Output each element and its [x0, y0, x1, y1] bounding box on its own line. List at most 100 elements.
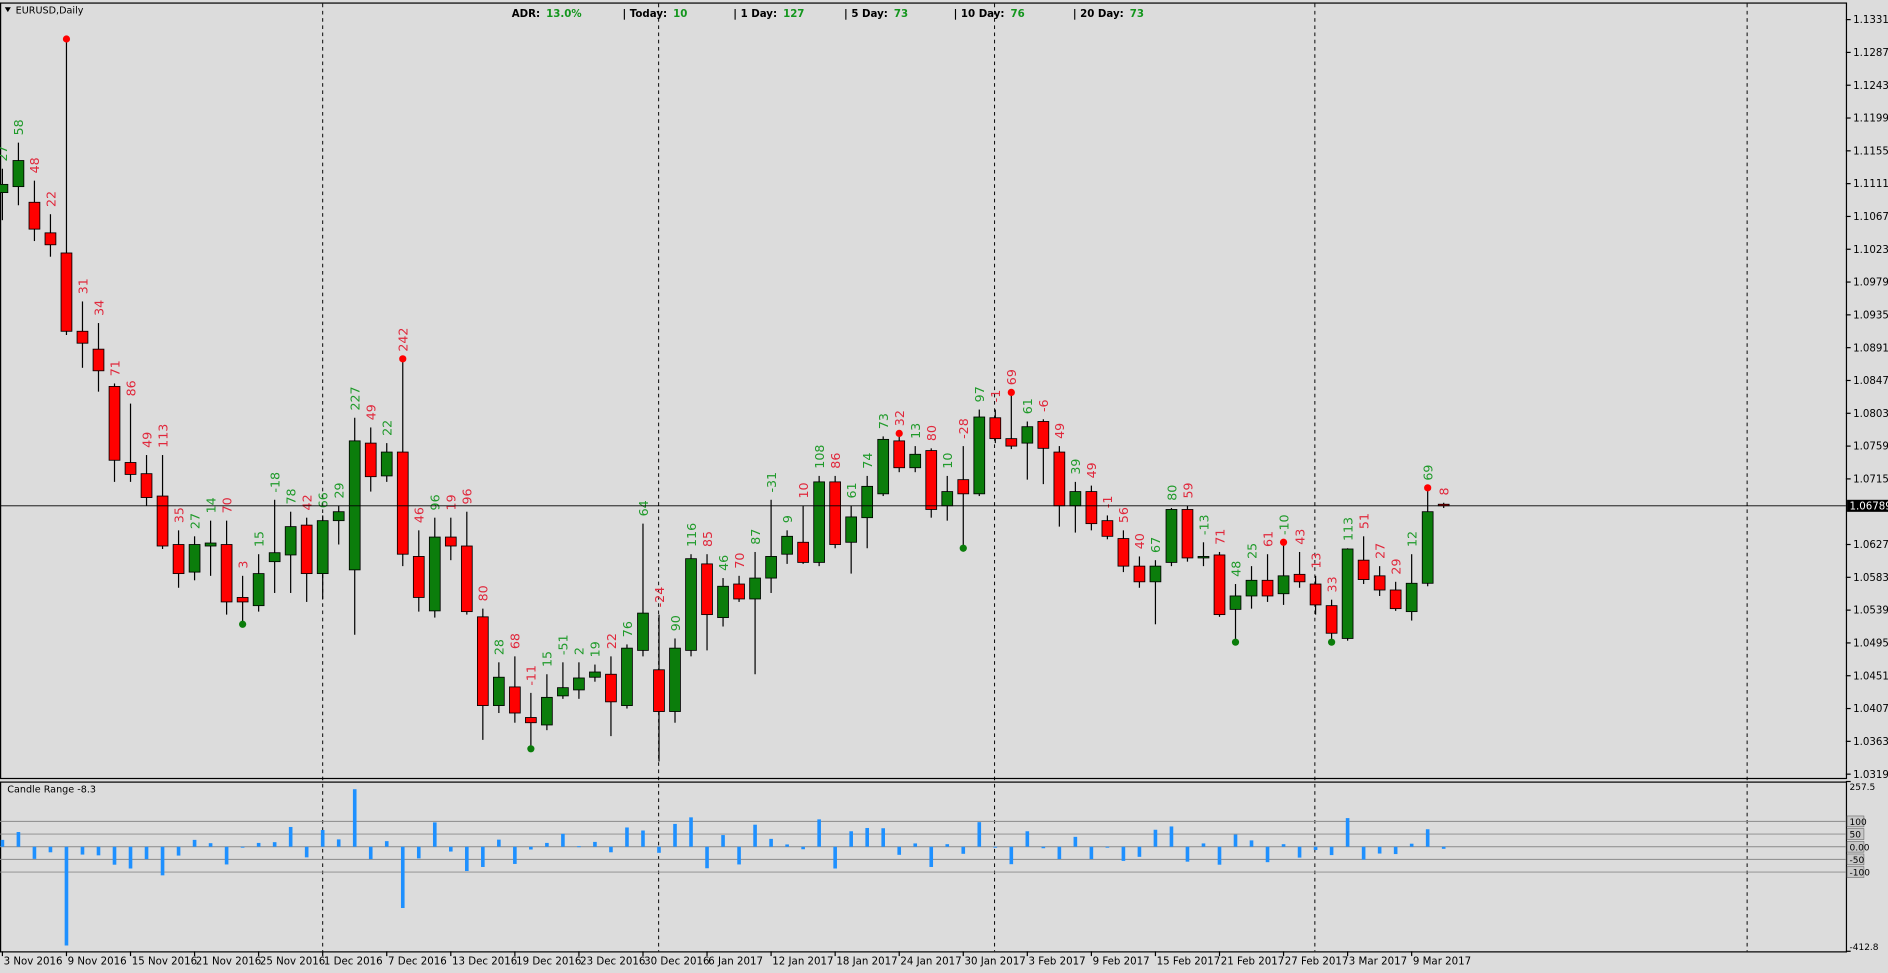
range-label: 9 [780, 515, 795, 523]
candle-body [204, 542, 217, 547]
range-label: 96 [460, 488, 475, 504]
range-label: 69 [1004, 369, 1019, 385]
range-label: 49 [139, 432, 154, 448]
histogram-bar [609, 846, 613, 853]
candle-body [1197, 556, 1210, 559]
range-label: 74 [860, 453, 875, 469]
histogram-bar [753, 824, 757, 847]
range-label: 80 [924, 425, 939, 441]
range-label: 19 [588, 641, 603, 657]
range-label: 2 [572, 647, 587, 655]
symbol-menu-arrow[interactable] [4, 7, 11, 13]
range-label: 73 [876, 413, 891, 429]
histogram-bar [432, 822, 437, 847]
range-label: -1 [988, 390, 1003, 403]
histogram-bar [48, 846, 53, 853]
histogram-bar [689, 817, 693, 847]
histogram-bar [1265, 846, 1270, 863]
period-separators [322, 3, 1748, 952]
range-label: 86 [123, 380, 138, 396]
range-label: 76 [620, 621, 635, 637]
candle-body [1181, 509, 1194, 559]
histogram-bar [1057, 846, 1062, 860]
x-tick-label: 9 Nov 2016 [68, 957, 127, 968]
high-marker [1424, 484, 1432, 492]
range-label: 22 [604, 633, 619, 649]
candle-body [220, 544, 233, 603]
histogram-bar [1217, 846, 1222, 865]
candle-body [460, 545, 473, 613]
histogram-bar [272, 842, 277, 847]
candle-body [765, 556, 777, 579]
candle-body [332, 511, 345, 522]
range-label: 67 [1148, 537, 1163, 553]
histogram-bar [993, 846, 998, 848]
stat-label: | Today: [623, 9, 668, 20]
histogram-bar [897, 846, 902, 855]
x-tick-label: 30 Dec 2016 [644, 957, 709, 968]
candle-body [669, 647, 681, 712]
candle-body [589, 671, 601, 678]
candle-body [1357, 559, 1370, 580]
y-tick-label: 1.09350 [1853, 310, 1888, 321]
histogram-bar [1073, 836, 1078, 847]
candle-body [316, 520, 329, 575]
x-tick-label: 1 Dec 2016 [324, 957, 383, 968]
range-label: 49 [1084, 462, 1099, 478]
current-price-box [1847, 499, 1888, 512]
range-label: 42 [299, 494, 314, 510]
indicator-panel [0, 789, 1846, 946]
x-tick-label: 3 Feb 2017 [1029, 957, 1086, 968]
histogram-bar [465, 846, 469, 872]
candle-body [1101, 520, 1114, 537]
range-label: 66 [316, 492, 331, 508]
candle-body [1373, 575, 1386, 591]
histogram-bar [721, 835, 725, 847]
range-label: -13 [1196, 514, 1211, 535]
candle-body [893, 440, 906, 469]
range-label: -18 [267, 472, 282, 493]
candle-body [76, 330, 89, 344]
stat: | 20 Day: 73 [1073, 9, 1144, 20]
histogram-bar [801, 846, 805, 850]
range-label: -10 [1276, 514, 1291, 535]
y-tick-label: 1.03630 [1853, 737, 1888, 748]
range-label: 32 [892, 410, 907, 426]
candle-body [12, 160, 25, 188]
candle-body [1213, 554, 1226, 616]
candle-body [1229, 595, 1242, 610]
y-tick-label: 1.09790 [1853, 278, 1888, 289]
candle-body [172, 544, 185, 575]
histogram-bar [1313, 846, 1318, 851]
candle-body [685, 558, 697, 651]
current-price-label: 1.06789 [1849, 501, 1888, 512]
candle-body [1341, 548, 1354, 639]
histogram-bar [1409, 843, 1414, 847]
high-marker [895, 429, 903, 438]
histogram-bar [881, 828, 885, 847]
range-label: 87 [748, 529, 763, 545]
candle-body [1389, 589, 1402, 610]
y-tick-label: 1.06270 [1853, 540, 1888, 551]
range-label: 48 [1228, 561, 1243, 577]
histogram-bar [705, 846, 709, 869]
x-tick-label: 21 Feb 2017 [1221, 957, 1285, 968]
low-marker [1231, 638, 1240, 646]
histogram-bar [224, 846, 229, 865]
x-tick-label: 30 Jan 2017 [964, 957, 1025, 968]
histogram-bar [1121, 846, 1126, 861]
x-tick-label: 9 Mar 2017 [1413, 957, 1471, 968]
level-box [1846, 841, 1865, 853]
level-box [1846, 853, 1865, 866]
range-label: 61 [844, 482, 859, 498]
low-marker [527, 745, 535, 753]
range-label: 86 [828, 453, 843, 469]
stat-value: 10 [673, 9, 687, 20]
candle-body [444, 536, 457, 547]
range-label: 49 [1052, 423, 1067, 439]
candle-body [749, 577, 761, 600]
candle-body [573, 677, 585, 691]
range-label: 10 [940, 453, 955, 469]
